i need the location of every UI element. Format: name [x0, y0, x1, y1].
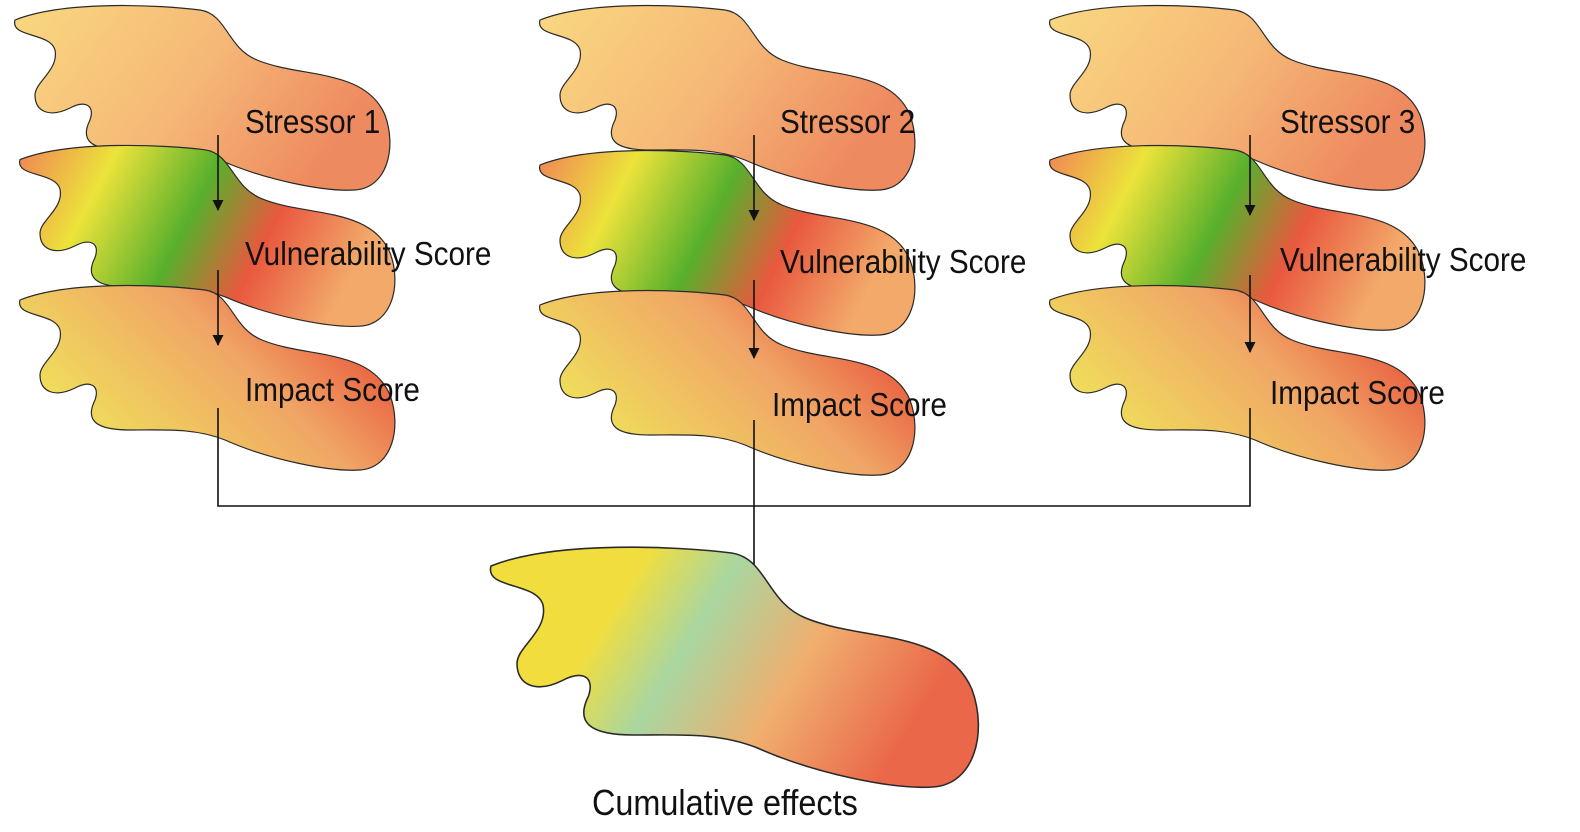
stressor-column-2: Stressor 2 Vulnerability Score Impact Sc…: [538, 4, 1026, 476]
stressor-2-label: Stressor 2: [780, 104, 915, 141]
connector-impact-3-to-bus: [754, 408, 1251, 507]
cumulative-effects-layer: [489, 546, 980, 789]
vulnerability-1-label: Vulnerability Score: [245, 236, 491, 273]
vulnerability-2-label: Vulnerability Score: [780, 244, 1026, 281]
vulnerability-3-label: Vulnerability Score: [1280, 242, 1526, 279]
stressor-1-label: Stressor 1: [245, 104, 380, 141]
stressor-3-label: Stressor 3: [1280, 104, 1415, 141]
cumulative-effects-label: Cumulative effects: [592, 783, 858, 823]
impact-2-label: Impact Score: [772, 387, 947, 424]
connector-impact-1-to-bus: [217, 408, 754, 507]
stressor-column-1: Stressor 1 Vulnerability Score Impact Sc…: [13, 4, 491, 471]
impact-3-label: Impact Score: [1270, 375, 1445, 412]
stressor-column-3: Stressor 3 Vulnerability Score Impact Sc…: [1048, 4, 1526, 471]
impact-1-label: Impact Score: [245, 372, 420, 409]
